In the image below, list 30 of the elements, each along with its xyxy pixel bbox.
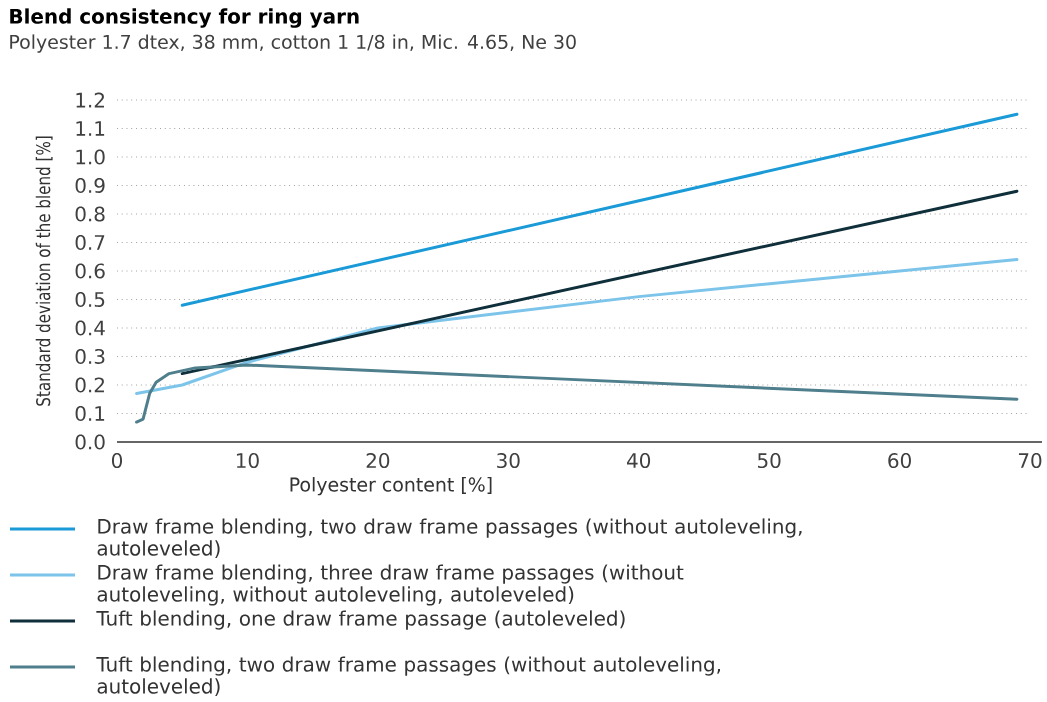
y-tick-label: 0.5 <box>75 291 105 308</box>
y-tick-label: 0.1 <box>75 405 105 422</box>
y-tick-label: 1.2 <box>76 92 104 108</box>
x-tick-label: 60 <box>888 453 911 469</box>
y-tick-label: 0.9 <box>75 177 105 194</box>
x-tick-label: 20 <box>366 453 390 469</box>
x-axis-title: Polyester content [%] <box>290 477 492 496</box>
chart-title: Blend consistency for ring yarn <box>10 8 359 28</box>
line-series <box>135 363 1019 424</box>
x-tick-label: 50 <box>758 453 781 469</box>
legend-label: Draw frame blending, two draw frame passages (without autoleveling, autoleveled) <box>97 518 802 559</box>
x-tick-label: 30 <box>497 453 520 469</box>
legend-label: Draw frame blending, three draw frame passages (without autoleveling, without autoleveling, autoleveled) <box>97 564 684 606</box>
y-tick-label: 1.1 <box>76 121 105 136</box>
y-axis-title: Standard deviation of the blend [%] <box>35 136 53 406</box>
x-tick-label: 10 <box>236 453 259 469</box>
x-tick-label: 70 <box>1018 453 1042 469</box>
chart-subtitle: Polyester 1.7 dtex, 38 mm, cotton 1 1/8 in, Mic. 4.65, Ne 30 <box>10 34 576 53</box>
y-tick-label: 0.4 <box>75 320 105 336</box>
y-tick-label: 0.8 <box>75 206 105 222</box>
y-tick-label: 0.6 <box>75 263 105 279</box>
y-tick-label: 0.3 <box>75 348 105 365</box>
y-tick-label: 0.0 <box>75 434 105 450</box>
y-tick-label: 0.2 <box>75 377 104 393</box>
y-tick-label: 0.7 <box>75 234 105 251</box>
x-tick-label: 0 <box>111 453 123 469</box>
legend-label: Tuft blending, two draw frame passages (without autoleveling, autoleveled) <box>96 656 721 697</box>
legend-label: Tuft blending, one draw frame passage (autoleveled) <box>96 610 625 630</box>
y-tick-label: 1.0 <box>76 149 105 165</box>
x-tick-label: 40 <box>627 453 651 469</box>
